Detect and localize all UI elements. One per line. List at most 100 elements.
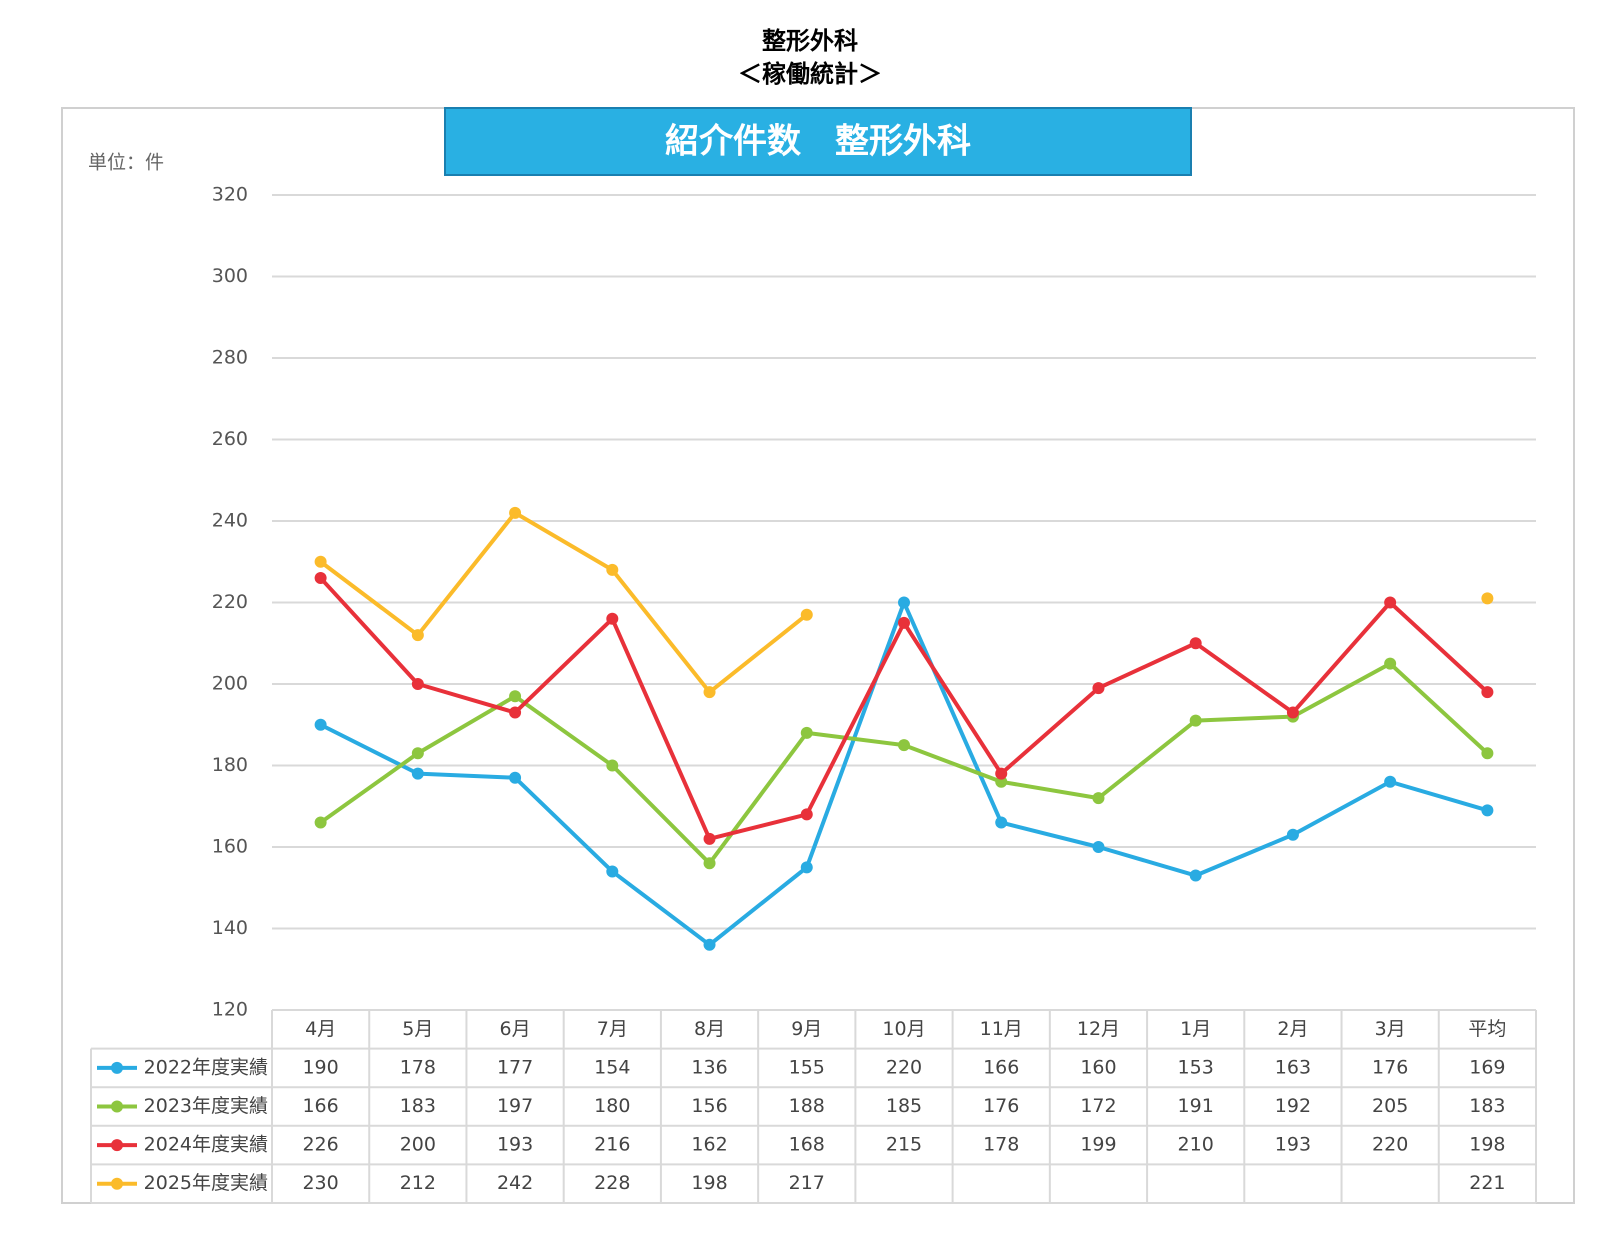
table-value: 220 <box>1372 1134 1408 1156</box>
data-point <box>509 706 522 719</box>
data-point <box>1092 841 1105 853</box>
table-value: 176 <box>983 1095 1019 1117</box>
table-value: 163 <box>1275 1056 1311 1078</box>
data-point <box>1481 592 1494 605</box>
data-point <box>606 563 619 576</box>
table-value: 155 <box>789 1056 825 1078</box>
legend-label: 2025年度実績 <box>144 1172 268 1194</box>
table-value: 153 <box>1178 1056 1214 1078</box>
x-tick-label: 9月 <box>791 1018 822 1040</box>
data-point <box>314 816 327 829</box>
table-value: 185 <box>886 1095 922 1117</box>
x-tick-label: 1月 <box>1180 1018 1211 1040</box>
data-point <box>1384 596 1397 609</box>
data-point <box>411 767 424 780</box>
table-value: 221 <box>1469 1172 1505 1194</box>
table-value: 198 <box>691 1172 727 1194</box>
data-point <box>898 616 910 629</box>
x-tick-label: 平均 <box>1468 1018 1506 1040</box>
y-tick-label: 160 <box>212 836 248 858</box>
data-point <box>411 629 424 642</box>
x-tick-label: 8月 <box>694 1018 725 1040</box>
table-value: 168 <box>789 1134 825 1156</box>
series-line <box>319 661 1489 866</box>
data-point <box>314 572 327 585</box>
table-value: 166 <box>983 1056 1019 1078</box>
data-point <box>509 771 522 784</box>
table-value: 190 <box>302 1056 338 1078</box>
data-point <box>509 506 522 519</box>
data-point <box>411 678 424 690</box>
table-value: 178 <box>983 1134 1019 1156</box>
table-value: 188 <box>789 1095 825 1117</box>
data-point <box>1384 657 1397 670</box>
data-point <box>703 832 716 845</box>
table-value: 177 <box>497 1056 533 1078</box>
table-value: 183 <box>400 1095 436 1117</box>
table-value: 228 <box>594 1172 630 1194</box>
data-point <box>703 857 716 870</box>
x-tick-label: 4月 <box>305 1018 336 1040</box>
data-point <box>411 747 424 760</box>
data-point <box>1384 775 1397 788</box>
data-point <box>800 861 813 874</box>
data-point <box>1286 828 1299 841</box>
chart-title: 紹介件数 整形外科 <box>665 122 971 162</box>
legend-marker <box>111 1100 123 1113</box>
table-value: 183 <box>1469 1095 1505 1117</box>
x-tick-label: 10月 <box>882 1018 925 1040</box>
legend-marker <box>111 1139 123 1152</box>
table-value: 180 <box>594 1095 630 1117</box>
table-value: 197 <box>497 1095 533 1117</box>
table-value: 199 <box>1080 1134 1116 1156</box>
data-point <box>606 865 619 878</box>
data-point <box>1189 869 1202 882</box>
y-tick-label: 120 <box>212 999 248 1021</box>
table-value: 136 <box>691 1056 727 1078</box>
y-tick-label: 300 <box>212 265 248 287</box>
data-point <box>1481 686 1494 699</box>
x-tick-label: 6月 <box>500 1018 531 1040</box>
data-point <box>1189 637 1202 650</box>
data-point <box>800 608 813 621</box>
table-value: 215 <box>886 1134 922 1156</box>
data-point <box>606 759 619 772</box>
data-point <box>703 938 716 951</box>
page-title: 整形外科 <box>762 27 858 55</box>
page-subtitle: ＜稼働統計＞ <box>738 60 882 88</box>
table-value: 178 <box>400 1056 436 1078</box>
table-value: 166 <box>302 1095 338 1117</box>
legend-marker <box>111 1061 123 1074</box>
y-tick-label: 220 <box>212 591 248 613</box>
data-point <box>1092 792 1105 805</box>
legend-label: 2023年度実績 <box>144 1095 268 1117</box>
data-point <box>898 739 910 752</box>
x-tick-label: 3月 <box>1375 1018 1406 1040</box>
title-banner <box>444 107 1192 176</box>
legend-marker <box>111 1177 123 1190</box>
table-value: 226 <box>302 1134 338 1156</box>
table-value: 176 <box>1372 1056 1408 1078</box>
table-value: 212 <box>400 1172 436 1194</box>
table-value: 217 <box>789 1172 825 1194</box>
data-point <box>314 718 327 731</box>
data-point <box>1481 747 1494 760</box>
table-value: 193 <box>1275 1134 1311 1156</box>
table-value: 160 <box>1080 1056 1116 1078</box>
data-point <box>1189 714 1202 727</box>
legend-label: 2022年度実績 <box>144 1056 268 1078</box>
y-tick-label: 320 <box>212 184 248 206</box>
y-tick-label: 180 <box>212 754 248 776</box>
table-value: 216 <box>594 1134 630 1156</box>
x-tick-label: 5月 <box>402 1018 433 1040</box>
table-value: 191 <box>1178 1095 1214 1117</box>
table-value: 205 <box>1372 1095 1408 1117</box>
table-value: 198 <box>1469 1134 1505 1156</box>
data-point <box>509 690 522 703</box>
table-value: 242 <box>497 1172 533 1194</box>
unit-label: 単位：件 <box>88 152 164 174</box>
data-point <box>995 767 1008 780</box>
table-value: 172 <box>1080 1095 1116 1117</box>
x-tick-label: 11月 <box>980 1018 1023 1040</box>
